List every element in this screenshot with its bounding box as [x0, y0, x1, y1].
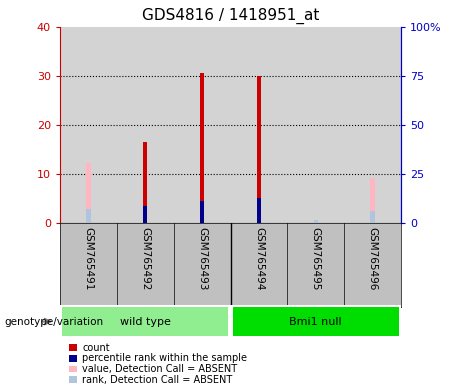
Title: GDS4816 / 1418951_at: GDS4816 / 1418951_at	[142, 8, 319, 24]
Bar	[233, 307, 399, 336]
Text: percentile rank within the sample: percentile rank within the sample	[82, 353, 247, 363]
Bar	[257, 76, 261, 223]
Text: GSM765494: GSM765494	[254, 227, 264, 290]
Text: Bmi1 null: Bmi1 null	[290, 316, 342, 327]
Text: value, Detection Call = ABSENT: value, Detection Call = ABSENT	[82, 364, 237, 374]
Text: GSM765496: GSM765496	[367, 227, 378, 290]
Bar	[143, 142, 148, 223]
Bar	[313, 220, 318, 223]
Text: GSM765492: GSM765492	[140, 227, 150, 290]
Text: count: count	[82, 343, 110, 353]
Text: GSM765495: GSM765495	[311, 227, 321, 290]
Bar	[257, 198, 261, 223]
Text: GSM765493: GSM765493	[197, 227, 207, 290]
Bar	[370, 211, 375, 223]
Text: rank, Detection Call = ABSENT: rank, Detection Call = ABSENT	[82, 375, 232, 384]
Bar	[143, 206, 148, 223]
Bar	[370, 178, 375, 223]
Bar	[200, 201, 204, 223]
Text: genotype/variation: genotype/variation	[5, 316, 104, 327]
Bar	[86, 209, 91, 223]
Text: GSM765491: GSM765491	[83, 227, 94, 290]
Bar	[200, 73, 204, 223]
Bar	[86, 163, 91, 223]
Text: wild type: wild type	[120, 316, 171, 327]
Bar	[62, 307, 228, 336]
